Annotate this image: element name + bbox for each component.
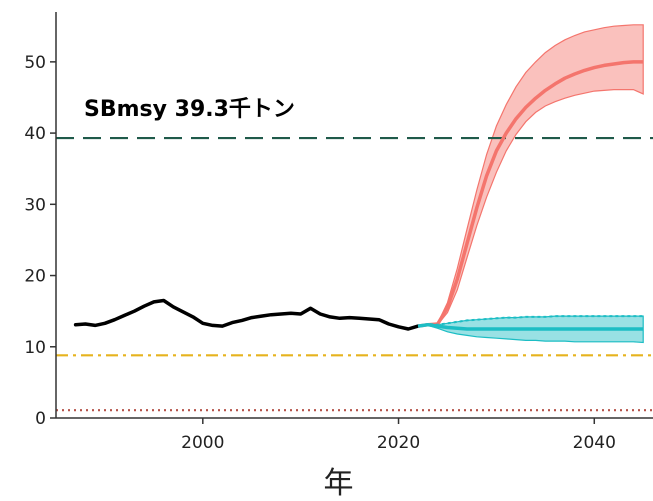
y-tick-label: 30 (24, 195, 46, 215)
reference-lines (56, 136, 653, 412)
y-tick-label: 10 (24, 338, 46, 358)
scenario_low-median-line (417, 322, 644, 331)
x-tick-label: 2040 (573, 433, 616, 453)
axis-ticks: 0 10 20 30 40 50 2000 2020 2040 (24, 53, 616, 453)
series-lines (73, 60, 644, 331)
history-line (73, 298, 420, 331)
x-tick-label: 2020 (377, 433, 420, 453)
x-tick-label: 2000 (181, 433, 224, 453)
y-tick-label: 0 (35, 409, 46, 429)
y-tick-label: 40 (24, 124, 46, 144)
scenario_low-upper-dotted-line (417, 315, 644, 328)
sbmsy-label: SBmsy 39.3千トン (84, 97, 295, 122)
y-tick-label: 20 (24, 267, 46, 287)
scenario_high-median-line (417, 60, 644, 328)
y-tick-label: 50 (24, 53, 46, 73)
scenario_high-band (417, 24, 644, 327)
x-axis-title: 年 (324, 466, 354, 501)
